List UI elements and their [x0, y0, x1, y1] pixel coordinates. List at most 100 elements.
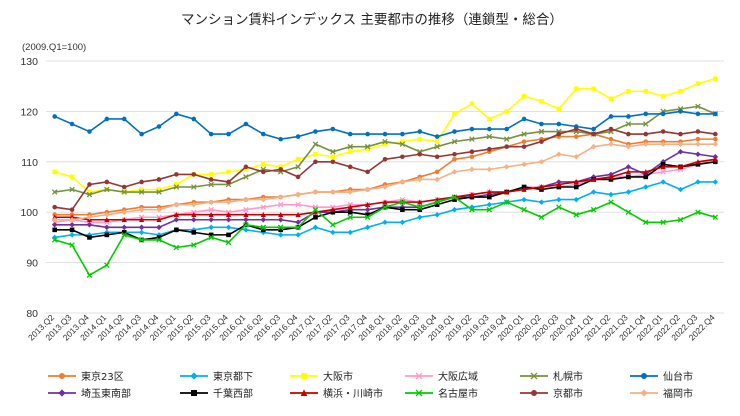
data-point-7-0 [52, 227, 57, 233]
data-point-10-28 [539, 139, 544, 144]
data-point-6-7 [173, 217, 180, 223]
data-point-8-30 [573, 179, 579, 185]
data-point-7-20 [400, 207, 405, 212]
series-10 [52, 126, 718, 212]
data-point-7-23 [452, 197, 457, 202]
data-point-5-35 [660, 111, 666, 117]
data-point-1-23 [451, 206, 458, 213]
data-point-7-7 [174, 227, 179, 233]
data-point-8-16 [330, 206, 336, 212]
data-point-2-31 [591, 86, 596, 92]
data-point-1-5 [138, 229, 145, 236]
data-point-7-12 [261, 227, 266, 233]
data-point-11-27 [521, 161, 527, 168]
data-point-6-9 [208, 217, 214, 223]
data-point-5-1 [69, 121, 75, 127]
data-point-5-28 [539, 121, 544, 127]
data-point-9-12 [260, 224, 267, 231]
data-point-5-17 [347, 131, 353, 137]
data-point-6-18 [364, 206, 371, 213]
data-point-9-19 [382, 204, 388, 210]
data-point-10-18 [365, 169, 370, 175]
data-point-7-28 [539, 187, 544, 192]
data-point-8-18 [365, 201, 371, 207]
legend-label-3: 大阪広域 [438, 370, 478, 383]
data-point-1-16 [330, 229, 336, 236]
data-point-1-36 [677, 186, 684, 193]
legend-label-10: 京都市 [553, 387, 583, 400]
data-point-8-24 [469, 191, 475, 197]
data-point-1-10 [225, 224, 232, 231]
data-point-8-29 [556, 181, 562, 187]
data-point-4-27 [521, 131, 527, 137]
data-point-5-14 [295, 134, 301, 139]
data-point-5-3 [104, 116, 110, 122]
data-point-2-25 [487, 116, 492, 122]
data-point-10-4 [121, 184, 127, 190]
data-point-8-35 [660, 164, 666, 170]
data-point-1-17 [347, 229, 353, 236]
data-point-11-0 [51, 217, 58, 223]
data-point-11-24 [469, 166, 475, 173]
data-point-5-15 [313, 129, 318, 134]
data-point-10-31 [591, 131, 596, 137]
data-point-9-3 [104, 262, 110, 268]
data-point-4-0 [51, 189, 58, 195]
data-point-5-0 [52, 114, 57, 119]
data-point-1-27 [521, 196, 527, 203]
data-point-10-33 [626, 131, 631, 137]
data-point-5-18 [365, 131, 370, 137]
data-point-5-37 [695, 111, 701, 117]
data-point-4-28 [538, 128, 545, 135]
legend-item-4: 札幌市 [520, 370, 583, 383]
data-point-2-23 [452, 111, 457, 117]
data-point-7-13 [278, 227, 283, 233]
series-8 [52, 156, 718, 223]
data-point-10-16 [330, 159, 336, 165]
data-point-11-14 [295, 191, 301, 198]
data-point-7-30 [573, 184, 579, 190]
data-point-10-0 [52, 204, 57, 210]
data-point-8-27 [521, 186, 527, 192]
data-point-0-37 [695, 136, 701, 142]
series-lines [51, 76, 719, 278]
data-point-2-21 [417, 136, 423, 142]
data-point-10-38 [713, 131, 718, 137]
data-point-2-33 [626, 88, 631, 94]
data-point-5-33 [626, 114, 631, 119]
data-point-0-30 [573, 134, 579, 139]
data-point-8-3 [104, 217, 110, 223]
data-point-5-19 [382, 131, 388, 137]
data-point-3-14 [295, 201, 301, 208]
data-point-5-9 [208, 131, 214, 137]
data-point-1-34 [643, 184, 649, 190]
data-point-0-38 [713, 136, 718, 142]
legend-item-1: 東京都下 [180, 370, 253, 383]
data-point-11-5 [138, 206, 145, 213]
data-point-6-0 [51, 222, 58, 228]
data-point-3-11 [243, 206, 249, 213]
data-point-9-1 [69, 242, 75, 248]
data-point-6-1 [69, 222, 75, 228]
data-point-8-33 [625, 169, 631, 175]
data-point-11-17 [347, 189, 353, 195]
data-point-9-33 [625, 209, 632, 215]
data-point-8-34 [643, 169, 649, 175]
legend-swatch-marker-11 [640, 389, 648, 397]
data-point-9-15 [312, 206, 319, 213]
data-point-9-24 [469, 206, 475, 213]
data-point-5-38 [713, 111, 718, 117]
data-point-3-12 [260, 204, 267, 210]
data-point-10-30 [573, 126, 579, 132]
data-point-2-34 [643, 88, 649, 94]
data-point-8-38 [712, 156, 718, 162]
data-point-8-12 [260, 211, 266, 218]
data-point-4-24 [469, 136, 475, 142]
legend-swatch-marker-1 [190, 372, 198, 380]
data-point-8-21 [417, 199, 423, 205]
data-point-1-29 [556, 196, 562, 203]
data-point-9-17 [347, 214, 353, 220]
data-point-2-13 [278, 164, 283, 170]
data-point-1-38 [712, 179, 719, 185]
data-point-5-31 [591, 126, 596, 132]
